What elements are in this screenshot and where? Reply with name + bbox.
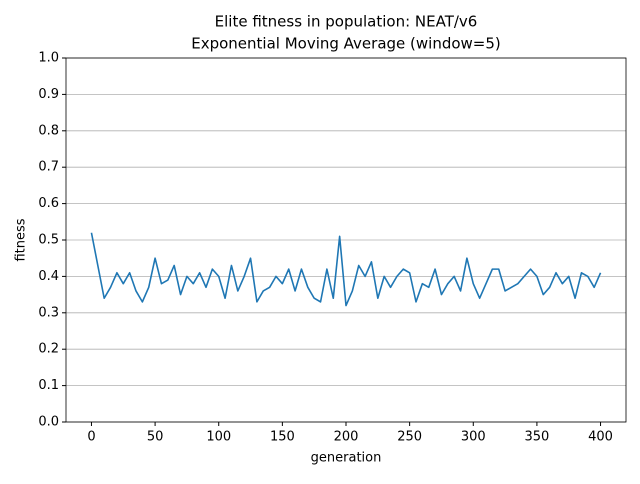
x-tick-label: 150 xyxy=(270,430,295,445)
x-tick-label: 400 xyxy=(588,430,613,445)
chart-title: Elite fitness in population: NEAT/v6 xyxy=(215,13,478,31)
y-tick-label: 0.4 xyxy=(38,269,59,284)
x-tick-label: 300 xyxy=(461,430,486,445)
x-tick-label: 200 xyxy=(334,430,359,445)
x-axis-label: generation xyxy=(311,451,382,466)
x-tick-label: 100 xyxy=(206,430,231,445)
x-tick-label: 350 xyxy=(524,430,549,445)
y-axis-label: fitness xyxy=(14,218,29,261)
y-tick-label: 0.0 xyxy=(38,415,59,430)
y-tick-label: 0.9 xyxy=(38,87,59,102)
x-tick-label: 250 xyxy=(397,430,422,445)
y-tick-label: 0.8 xyxy=(38,123,59,138)
y-tick-label: 0.5 xyxy=(38,233,59,248)
y-tick-label: 0.1 xyxy=(38,378,59,393)
y-tick-label: 1.0 xyxy=(38,51,59,66)
plot-frame xyxy=(65,57,627,423)
y-tick-label: 0.7 xyxy=(38,160,59,175)
x-tick-label: 50 xyxy=(147,430,164,445)
y-tick-label: 0.2 xyxy=(38,342,59,357)
chart-subtitle: Exponential Moving Average (window=5) xyxy=(191,35,501,53)
line-series xyxy=(90,232,602,307)
x-tick-label: 0 xyxy=(87,430,95,445)
y-tick-label: 0.6 xyxy=(38,196,59,211)
y-tick-label: 0.3 xyxy=(38,305,59,320)
